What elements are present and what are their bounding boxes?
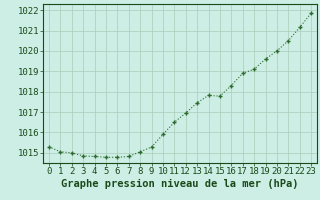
X-axis label: Graphe pression niveau de la mer (hPa): Graphe pression niveau de la mer (hPa) [61, 179, 299, 189]
